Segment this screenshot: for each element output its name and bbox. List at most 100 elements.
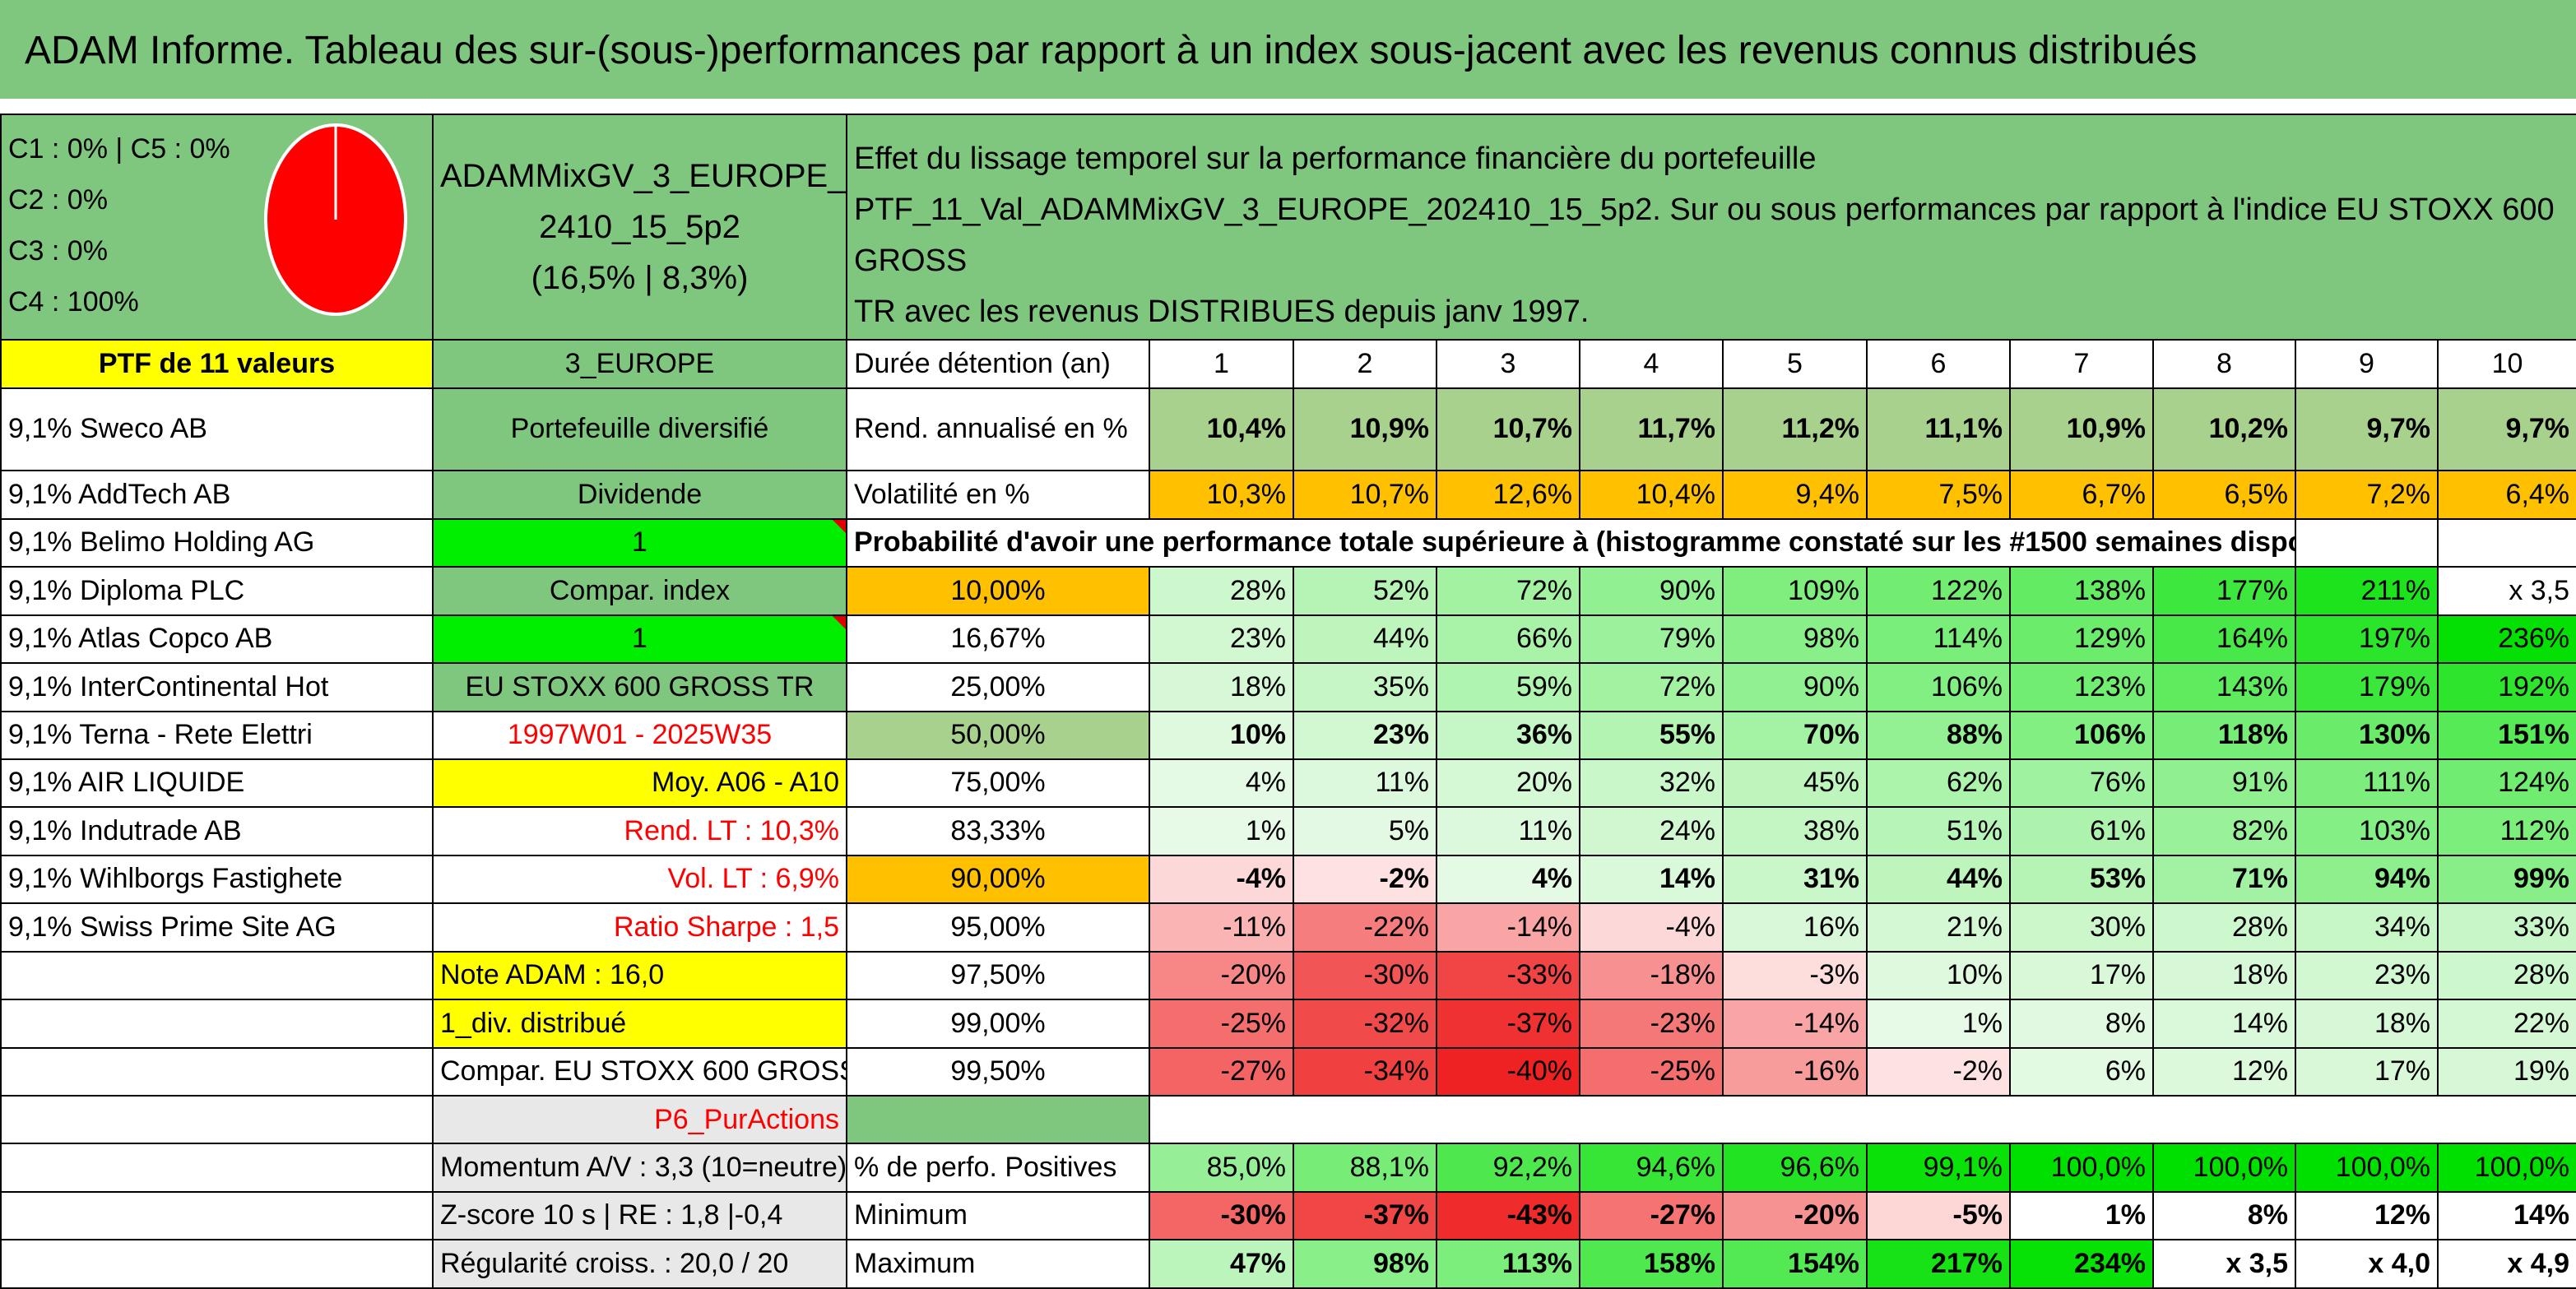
- prob-value: 45%: [1722, 758, 1868, 809]
- holding-8: 9,1% AIR LIQUIDE: [0, 758, 434, 809]
- empty-cell: [0, 1190, 434, 1241]
- prob-value: 17%: [2295, 1046, 2439, 1097]
- prob-threshold: 10,00%: [846, 566, 1150, 616]
- rend-value: 9,7%: [2295, 387, 2439, 472]
- prob-value: 61%: [2009, 806, 2154, 856]
- prob-value: 98%: [1722, 614, 1868, 665]
- prob-value: 70%: [1722, 710, 1868, 760]
- prob-value: 211%: [2295, 566, 2439, 616]
- prob-value: 18%: [2295, 999, 2439, 1049]
- min-value: -27%: [1579, 1190, 1724, 1241]
- prob-value: 4%: [1149, 758, 1294, 809]
- prob-value: -4%: [1579, 902, 1724, 953]
- year-header-10: 10: [2436, 339, 2576, 389]
- min-value: -20%: [1722, 1190, 1868, 1241]
- vol-value: 12,6%: [1436, 470, 1580, 520]
- min-value: -43%: [1436, 1190, 1580, 1241]
- allocation-line-1: C1 : 0% | C5 : 0%: [8, 133, 230, 165]
- rend-value: 10,9%: [1293, 387, 1437, 472]
- prob-value: 138%: [2009, 566, 2154, 616]
- compar-full-cell: Compar. EU STOXX 600 GROSS TR: [432, 1046, 847, 1097]
- vol-value: 7,5%: [1866, 470, 2011, 520]
- portfolio-name-cell: ADAMMixGV_3_EUROPE_20 2410_15_5p2 (16,5%…: [432, 113, 847, 341]
- prob-value: -37%: [1436, 999, 1580, 1049]
- prob-value: -14%: [1436, 902, 1580, 953]
- prob-value: -30%: [1293, 950, 1437, 1001]
- compar-value[interactable]: 1: [432, 614, 847, 665]
- prob-value: 53%: [2009, 854, 2154, 905]
- prob-value: 192%: [2436, 662, 2576, 712]
- min-value: -30%: [1149, 1190, 1294, 1241]
- rend-value: 10,7%: [1436, 387, 1580, 472]
- min-value: 14%: [2436, 1190, 2576, 1241]
- prob-value: 33%: [2436, 902, 2576, 953]
- dividende-value[interactable]: 1: [432, 517, 847, 568]
- prob-value: -2%: [1293, 854, 1437, 905]
- year-header-4: 4: [1579, 339, 1724, 389]
- prob-value: 118%: [2152, 710, 2296, 760]
- compar-label: Compar. index: [432, 566, 847, 616]
- prob-value: 197%: [2295, 614, 2439, 665]
- year-header-5: 5: [1722, 339, 1868, 389]
- row-seam: [0, 99, 2576, 114]
- prob-value: 114%: [1866, 614, 2011, 665]
- prob-value: 38%: [1722, 806, 1868, 856]
- prob-value: 12%: [2152, 1046, 2296, 1097]
- green-filler: [846, 1094, 1150, 1145]
- empty-cell: [0, 999, 434, 1049]
- prob-threshold: 16,67%: [846, 614, 1150, 665]
- year-header-2: 2: [1293, 339, 1437, 389]
- empty-cell: [0, 1239, 434, 1289]
- pos-value: 100,0%: [2436, 1143, 2576, 1193]
- year-header-1: 1: [1149, 339, 1294, 389]
- prob-value: 143%: [2152, 662, 2296, 712]
- year-header-6: 6: [1866, 339, 2011, 389]
- prob-value: 90%: [1579, 566, 1724, 616]
- prob-value: 11%: [1293, 758, 1437, 809]
- pos-value: 96,6%: [1722, 1143, 1868, 1193]
- prob-value: 151%: [2436, 710, 2576, 760]
- regularite-cell: Régularité croiss. : 20,0 / 20: [432, 1239, 847, 1289]
- prob-value: -25%: [1149, 999, 1294, 1049]
- prob-value: 19%: [2436, 1046, 2576, 1097]
- prob-value: 18%: [2152, 950, 2296, 1001]
- prob-value: -11%: [1149, 902, 1294, 953]
- max-value: 154%: [1722, 1239, 1868, 1289]
- max-value: 217%: [1866, 1239, 2011, 1289]
- min-label: Minimum: [846, 1190, 1150, 1241]
- prob-value: 111%: [2295, 758, 2439, 809]
- holding-5: 9,1% Atlas Copco AB: [0, 614, 434, 665]
- prob-value: 123%: [2009, 662, 2154, 712]
- empty-cell: [2295, 517, 2439, 568]
- prob-value: 94%: [2295, 854, 2439, 905]
- prob-value: -27%: [1149, 1046, 1294, 1097]
- empty-cell: [0, 1143, 434, 1193]
- prob-threshold: 95,00%: [846, 902, 1150, 953]
- prob-value: 177%: [2152, 566, 2296, 616]
- pos-value: 92,2%: [1436, 1143, 1580, 1193]
- prob-value: 124%: [2436, 758, 2576, 809]
- prob-value: 32%: [1579, 758, 1724, 809]
- max-label: Maximum: [846, 1239, 1150, 1289]
- prob-value: -23%: [1579, 999, 1724, 1049]
- prob-value: -18%: [1579, 950, 1724, 1001]
- prob-value: 28%: [1149, 566, 1294, 616]
- rend-value: 11,7%: [1579, 387, 1724, 472]
- rend-value: 11,1%: [1866, 387, 2011, 472]
- portfolio-name-line-2: 2410_15_5p2: [539, 209, 740, 246]
- rend-value: 11,2%: [1722, 387, 1868, 472]
- pos-value: 99,1%: [1866, 1143, 2011, 1193]
- allocation-line-2: C2 : 0%: [8, 184, 108, 216]
- prob-threshold: 25,00%: [846, 662, 1150, 712]
- moy-cell: Moy. A06 - A10: [432, 758, 847, 809]
- prob-value: 23%: [1293, 710, 1437, 760]
- prob-value: 79%: [1579, 614, 1724, 665]
- prob-value: 82%: [2152, 806, 2296, 856]
- rend-lt-cell: Rend. LT : 10,3%: [432, 806, 847, 856]
- prob-value: -4%: [1149, 854, 1294, 905]
- prob-value: -2%: [1866, 1046, 2011, 1097]
- empty-cell: [0, 1094, 434, 1145]
- min-value: -5%: [1866, 1190, 2011, 1241]
- prob-value: 6%: [2009, 1046, 2154, 1097]
- div-cell: 1_div. distribué: [432, 999, 847, 1049]
